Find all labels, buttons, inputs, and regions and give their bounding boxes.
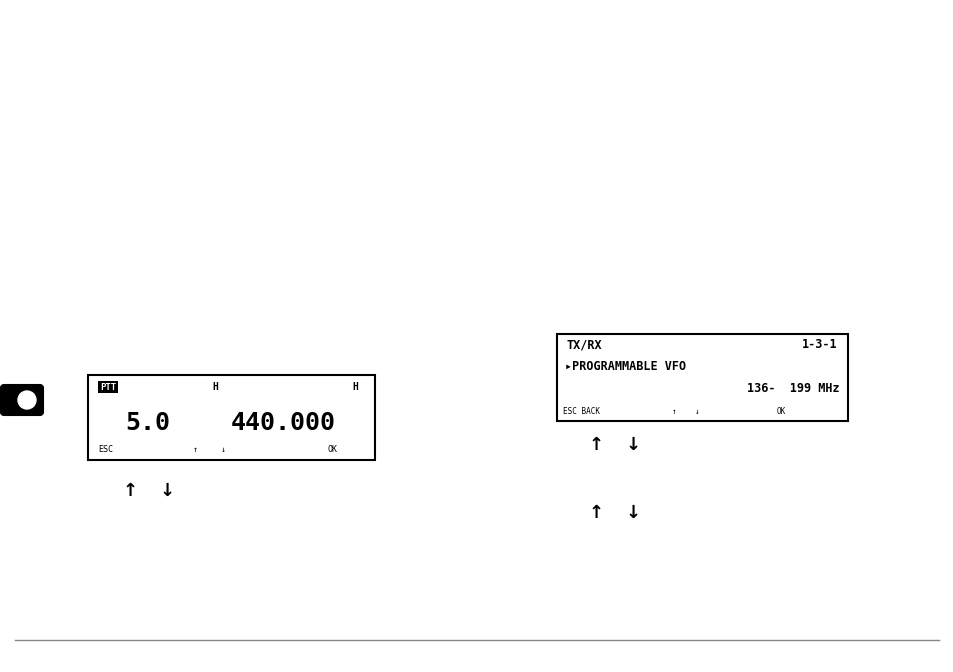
FancyBboxPatch shape xyxy=(1,385,43,415)
Text: 1-3-1: 1-3-1 xyxy=(801,339,837,351)
Text: ↑: ↑ xyxy=(193,446,197,454)
Text: ESC: ESC xyxy=(98,446,112,454)
Text: ↓: ↓ xyxy=(694,407,699,417)
Text: 136-  199 MHz: 136- 199 MHz xyxy=(746,382,840,395)
Text: ↓: ↓ xyxy=(159,482,174,500)
Bar xyxy=(557,334,847,421)
Text: PTT: PTT xyxy=(100,382,116,392)
Bar xyxy=(88,375,375,460)
Text: ↓: ↓ xyxy=(220,446,225,454)
Text: ↑: ↑ xyxy=(588,504,603,522)
Text: H: H xyxy=(212,382,217,392)
Text: TX/RX: TX/RX xyxy=(566,339,602,351)
Text: 440.000: 440.000 xyxy=(231,411,335,435)
Text: OK: OK xyxy=(328,446,337,454)
Text: ↓: ↓ xyxy=(625,436,639,454)
Text: H: H xyxy=(352,382,357,392)
Text: ▸PROGRAMMABLE VFO: ▸PROGRAMMABLE VFO xyxy=(564,360,685,373)
Circle shape xyxy=(18,391,36,409)
Text: ↑: ↑ xyxy=(122,482,137,500)
Text: ↑: ↑ xyxy=(588,436,603,454)
Text: ↑: ↑ xyxy=(671,407,676,417)
Text: ESC BACK: ESC BACK xyxy=(562,407,599,417)
Text: ↓: ↓ xyxy=(625,504,639,522)
Text: OK: OK xyxy=(776,407,785,417)
Text: 5.0: 5.0 xyxy=(126,411,171,435)
